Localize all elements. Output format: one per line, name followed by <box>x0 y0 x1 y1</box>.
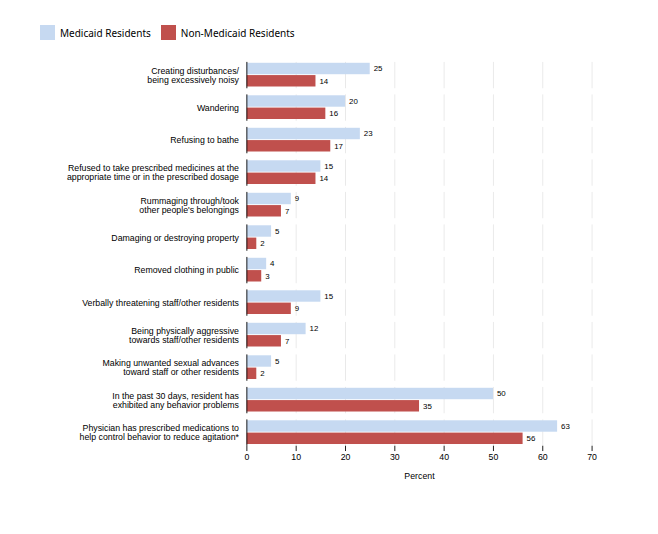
svg-text:16: 16 <box>329 109 338 118</box>
svg-text:20: 20 <box>341 452 351 462</box>
svg-text:2: 2 <box>260 369 264 378</box>
svg-text:Percent: Percent <box>404 471 435 481</box>
svg-text:5: 5 <box>275 357 280 366</box>
html-text:Medicaid Residents: Medicaid Residents <box>60 25 151 40</box>
svg-text:14: 14 <box>319 174 328 183</box>
svg-text:9: 9 <box>295 304 300 313</box>
svg-text:20: 20 <box>349 97 358 106</box>
svg-text:7: 7 <box>285 207 289 216</box>
svg-text:14: 14 <box>319 77 328 86</box>
svg-text:2: 2 <box>260 239 264 248</box>
svg-text:23: 23 <box>364 129 373 138</box>
svg-text:Refusing to bathe: Refusing to bathe <box>170 135 239 145</box>
svg-text:Being physically aggressivetow: Being physically aggressivetowards staff… <box>129 326 240 345</box>
svg-text:Verbally threatening staff/oth: Verbally threatening staff/other residen… <box>82 298 239 308</box>
svg-text:17: 17 <box>334 142 343 151</box>
svg-text:Making unwanted sexual advance: Making unwanted sexual advancestoward st… <box>103 358 240 377</box>
svg-text:15: 15 <box>324 162 333 171</box>
svg-text:63: 63 <box>561 422 570 431</box>
svg-text:Refused to take prescribed med: Refused to take prescribed medicines at … <box>67 163 239 182</box>
svg-text:56: 56 <box>527 434 536 443</box>
svg-text:3: 3 <box>265 272 270 281</box>
svg-text:40: 40 <box>439 452 449 462</box>
svg-text:7: 7 <box>285 337 289 346</box>
svg-text:10: 10 <box>291 452 301 462</box>
svg-text:50: 50 <box>497 389 506 398</box>
svg-text:Wandering: Wandering <box>197 103 239 113</box>
svg-text:15: 15 <box>324 292 333 301</box>
svg-text:35: 35 <box>423 402 432 411</box>
svg-text:In the past 30 days, resident: In the past 30 days, resident hasexhibit… <box>112 391 239 410</box>
svg-text:25: 25 <box>374 64 383 73</box>
svg-text:60: 60 <box>538 452 548 462</box>
svg-text:Physician has prescribed medic: Physician has prescribed medications toh… <box>80 423 240 442</box>
svg-text:9: 9 <box>295 194 300 203</box>
svg-text:Rummaging through/tookother pe: Rummaging through/tookother people's bel… <box>139 196 239 215</box>
svg-text:Creating disturbances/being ex: Creating disturbances/being excessively … <box>147 66 239 85</box>
svg-text:50: 50 <box>489 452 499 462</box>
svg-text:70: 70 <box>587 452 597 462</box>
svg-text:Damaging or destroying propert: Damaging or destroying property <box>111 233 239 243</box>
svg-text:30: 30 <box>390 452 400 462</box>
svg-text:5: 5 <box>275 227 280 236</box>
html-text:Non-Medicaid Residents: Non-Medicaid Residents <box>180 25 295 40</box>
svg-text:12: 12 <box>310 324 319 333</box>
svg-text:0: 0 <box>244 452 249 462</box>
svg-text:Removed clothing in public: Removed clothing in public <box>134 265 239 275</box>
svg-text:4: 4 <box>270 259 275 268</box>
